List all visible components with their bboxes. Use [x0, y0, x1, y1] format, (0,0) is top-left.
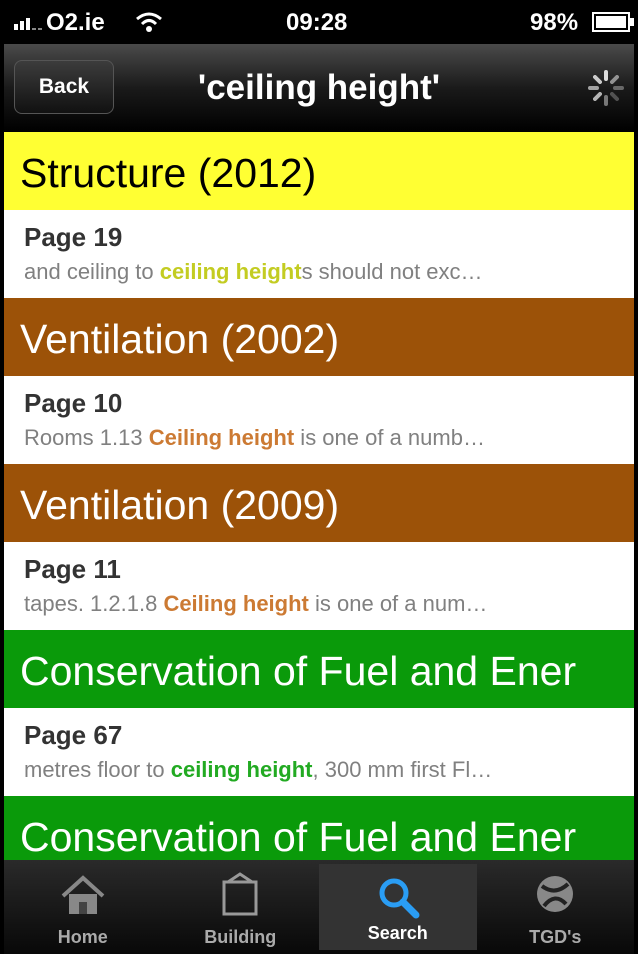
tab[interactable]: Search	[319, 864, 477, 950]
snippet-text: metres floor to	[24, 757, 171, 782]
screen: O2.ie 09:28 98% Back 'ceiling height' St…	[4, 0, 634, 954]
section-header[interactable]: Conservation of Fuel and Ener	[4, 796, 634, 860]
tab-icon	[373, 874, 423, 924]
battery-icon	[592, 12, 634, 34]
result-row[interactable]: Page 67 metres floor to ceiling height, 3…	[4, 708, 634, 796]
snippet-text: is one of a numb…	[294, 425, 485, 450]
tab-icon	[58, 870, 108, 920]
section-header[interactable]: Structure (2012)	[4, 132, 634, 210]
snippet: and ceiling to ceiling heights should no…	[24, 259, 634, 285]
tab-label: Home	[4, 927, 162, 948]
carrier: O2.ie	[46, 9, 105, 37]
tab[interactable]: Building	[162, 860, 320, 954]
tab[interactable]: TGD's	[477, 860, 635, 954]
tab-icon	[530, 870, 580, 920]
tab-label: Building	[162, 927, 320, 948]
battery-percent: 98%	[530, 9, 578, 37]
result-row[interactable]: Page 19 and ceiling to ceiling heights sh…	[4, 210, 634, 298]
tab-label: TGD's	[477, 927, 635, 948]
snippet-text: , 300 mm first Fl…	[313, 757, 493, 782]
snippet: metres floor to ceiling height, 300 mm f…	[24, 757, 634, 783]
result-row[interactable]: Page 10 Rooms 1.13 Ceiling height is one …	[4, 376, 634, 464]
snippet: tapes. 1.2.1.8 Ceiling height is one of …	[24, 591, 634, 617]
section-header[interactable]: Ventilation (2002)	[4, 298, 634, 376]
results-list: Structure (2012) Page 19 and ceiling to ce…	[4, 132, 634, 860]
snippet-text: Rooms 1.13	[24, 425, 149, 450]
snippet-text: s should not exc…	[302, 259, 483, 284]
page-label: Page 19	[24, 222, 634, 253]
section-header[interactable]: Ventilation (2009)	[4, 464, 634, 542]
snippet-match: ceiling height	[171, 757, 313, 782]
wifi-icon	[134, 10, 164, 34]
spinner	[586, 68, 626, 108]
snippet: Rooms 1.13 Ceiling height is one of a nu…	[24, 425, 634, 451]
snippet-match: Ceiling height	[163, 591, 308, 616]
section-header[interactable]: Conservation of Fuel and Ener	[4, 630, 634, 708]
nav-title: 'ceiling height'	[134, 68, 504, 108]
status-bar: O2.ie 09:28 98%	[4, 0, 634, 44]
snippet-match: Ceiling height	[149, 425, 294, 450]
page-label: Page 11	[24, 554, 634, 585]
snippet-match: ceiling height	[160, 259, 302, 284]
tab-icon	[215, 870, 265, 920]
page-label: Page 10	[24, 388, 634, 419]
snippet-text: tapes. 1.2.1.8	[24, 591, 163, 616]
snippet-text: and ceiling to	[24, 259, 160, 284]
page-label: Page 67	[24, 720, 634, 751]
clock: 09:28	[286, 9, 347, 37]
tab[interactable]: Home	[4, 860, 162, 954]
nav-bar: Back 'ceiling height'	[4, 44, 634, 132]
back-button[interactable]: Back	[14, 60, 114, 114]
page: O2.ie 09:28 98% Back 'ceiling height' St…	[0, 0, 638, 954]
tab-label: Search	[319, 923, 477, 944]
snippet-text: is one of a num…	[309, 591, 488, 616]
result-row[interactable]: Page 11 tapes. 1.2.1.8 Ceiling height is …	[4, 542, 634, 630]
